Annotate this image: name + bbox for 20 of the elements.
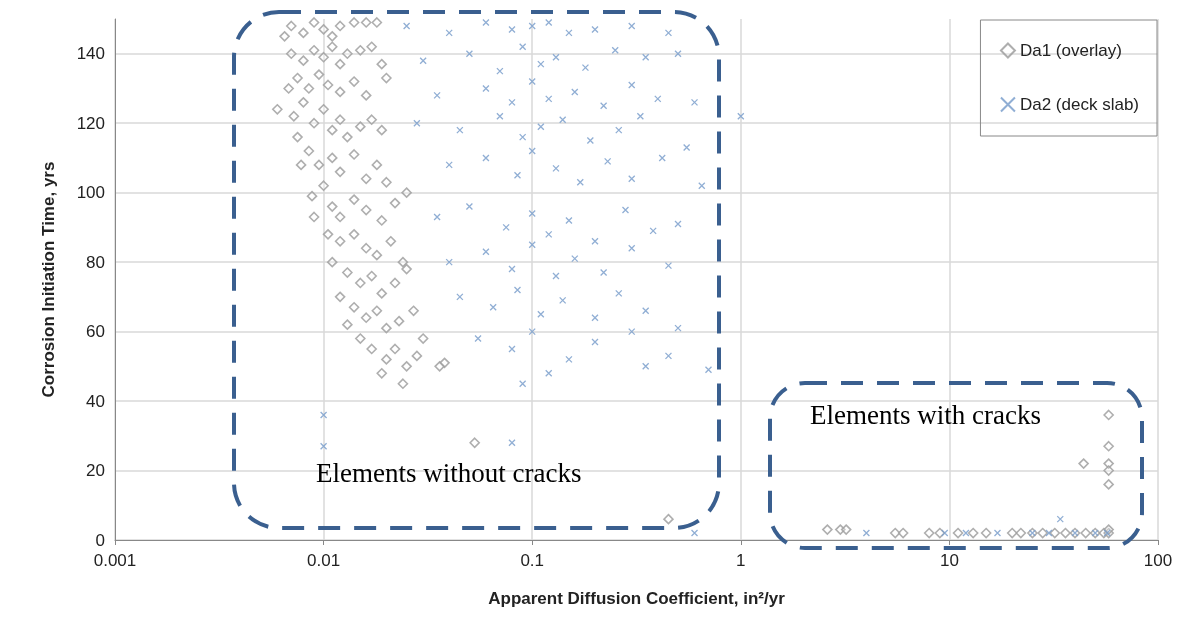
y-tick-label: 0 (95, 530, 105, 550)
x-tick-label: 0.01 (307, 551, 341, 570)
y-tick-label: 140 (76, 44, 105, 64)
x-tick-label: 100 (1143, 551, 1173, 570)
x-axis-title: Apparent Diffusion Coefficient, in²/yr (488, 589, 786, 608)
annotation: Elements with cracks (810, 400, 1041, 431)
x-tick-label: 1 (736, 551, 746, 570)
y-tick-label: 100 (76, 183, 105, 203)
y-tick-label: 120 (76, 113, 105, 133)
y-tick-label: 80 (86, 252, 105, 272)
x-tick-label: 0.1 (520, 551, 545, 570)
y-tick-label: 20 (86, 461, 105, 481)
legend-label: Da2 (deck slab) (1019, 95, 1140, 114)
y-axis-title: Corrosion Initiation Time, yrs (39, 161, 58, 398)
y-tick-label: 60 (86, 322, 105, 342)
x-tick-label: 10 (939, 551, 959, 570)
y-tick-label: 40 (86, 391, 105, 411)
x-tick-label: 0.001 (93, 551, 137, 570)
legend-label: Da1 (overlay) (1019, 41, 1122, 60)
annotation: Elements without cracks (316, 458, 582, 489)
